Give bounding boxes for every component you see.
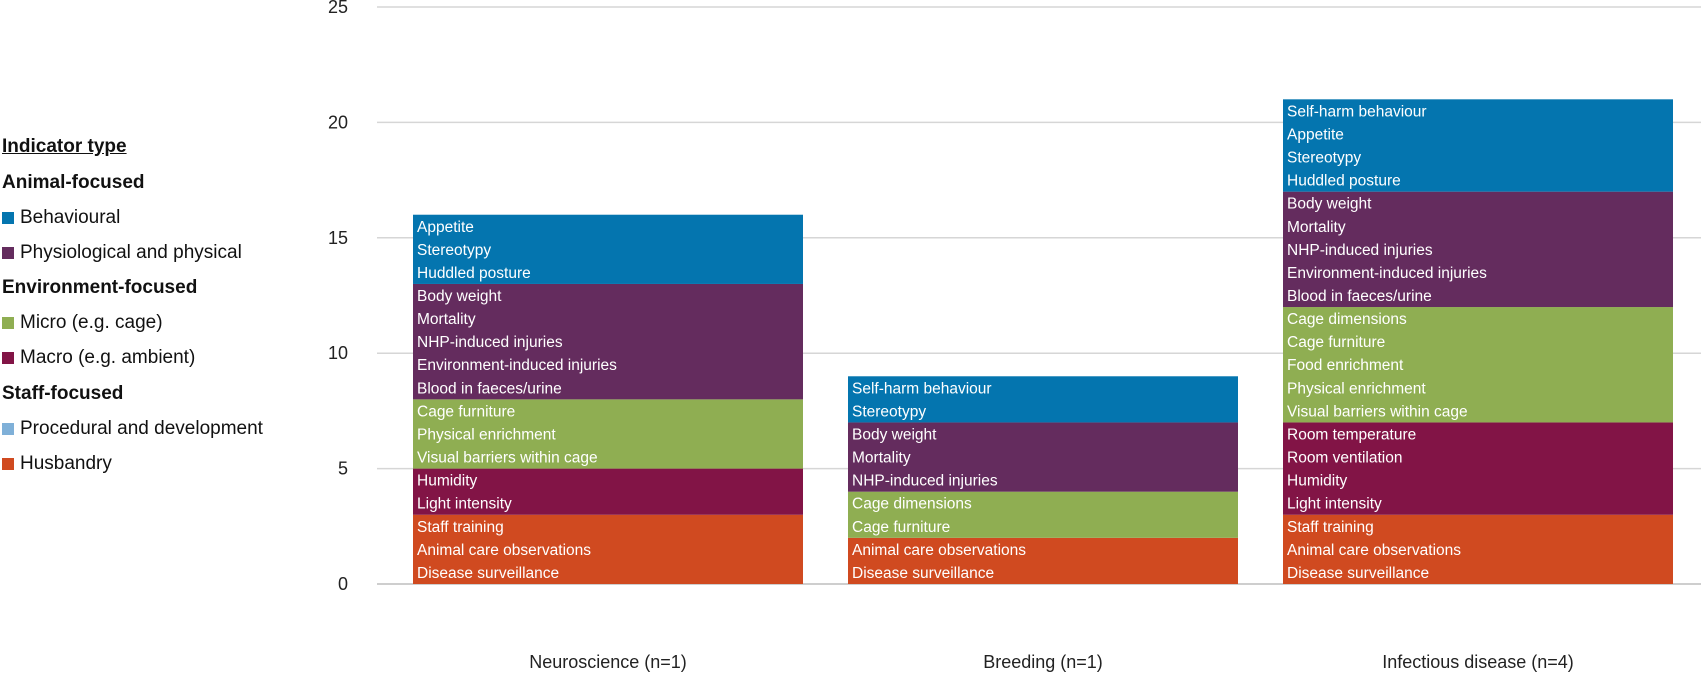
- bar-item-label: Cage dimensions: [1287, 311, 1407, 328]
- bar-item-label: Body weight: [417, 288, 502, 305]
- bar-segment: [848, 422, 1238, 492]
- bar-item-label: Self-harm behaviour: [1287, 103, 1427, 120]
- bar-item-label: Staff training: [417, 519, 504, 536]
- bar-item-label: Room ventilation: [1287, 450, 1402, 467]
- bar-item-label: Visual barriers within cage: [1287, 403, 1468, 420]
- bar-segment: [413, 214, 803, 284]
- bar-item-label: Light intensity: [1287, 496, 1382, 513]
- bar-segment: [1283, 99, 1673, 192]
- y-tick-label: 10: [328, 343, 348, 363]
- y-tick-label: 5: [338, 459, 348, 479]
- bar-item-label: Humidity: [1287, 473, 1348, 490]
- bar-item-label: Blood in faeces/urine: [417, 380, 562, 397]
- legend-swatch-behavioural: [2, 212, 14, 224]
- legend-group-environment-focused: Environment-focused: [2, 277, 198, 298]
- bar-item-label: Stereotypy: [852, 403, 926, 420]
- bar-segment: [1283, 191, 1673, 308]
- bar-segment: [1283, 422, 1673, 515]
- legend-item-procedural: Procedural and development: [2, 418, 263, 440]
- bar-item-label: Animal care observations: [417, 542, 591, 559]
- bar-item-label: NHP-induced injuries: [1287, 242, 1433, 259]
- legend-item-macro: Macro (e.g. ambient): [2, 347, 195, 369]
- y-tick-label: 25: [328, 0, 348, 17]
- legend-label-husbandry: Husbandry: [20, 453, 112, 474]
- bar-segment: [848, 537, 1238, 584]
- bar-item-label: Blood in faeces/urine: [1287, 288, 1432, 305]
- legend-label-macro: Macro (e.g. ambient): [20, 347, 196, 368]
- bar-item-label: Cage furniture: [852, 519, 950, 536]
- bar-segment: [1283, 307, 1673, 423]
- bar-item-label: Mortality: [852, 450, 911, 467]
- bar-item-label: Light intensity: [417, 496, 512, 513]
- x-category-label: Neuroscience (n=1): [529, 652, 687, 672]
- legend-item-husbandry: Husbandry: [2, 453, 112, 475]
- bar-item-label: Cage furniture: [1287, 334, 1385, 351]
- bar-item-label: NHP-induced injuries: [417, 334, 563, 351]
- bar-segment: [413, 399, 803, 469]
- bar-item-label: Visual barriers within cage: [417, 450, 598, 467]
- legend-swatch-physiological: [2, 247, 14, 259]
- bar-item-label: Staff training: [1287, 519, 1374, 536]
- bar-item-label: Stereotypy: [417, 242, 491, 259]
- bar-item-label: Cage furniture: [417, 403, 515, 420]
- bar-item-label: Self-harm behaviour: [852, 380, 992, 397]
- bar-item-label: Animal care observations: [852, 542, 1026, 559]
- bar-item-label: Huddled posture: [1287, 173, 1401, 190]
- bar-item-label: Disease surveillance: [1287, 565, 1429, 582]
- y-tick-label: 0: [338, 574, 348, 594]
- bar-segment: [413, 468, 803, 515]
- bar-item-label: Physical enrichment: [1287, 380, 1426, 397]
- legend-label-micro: Micro (e.g. cage): [20, 312, 163, 333]
- bar-item-label: Stereotypy: [1287, 150, 1361, 167]
- x-category-label: Infectious disease (n=4): [1382, 652, 1574, 672]
- bar-item-label: Humidity: [417, 473, 478, 490]
- bar-item-label: Disease surveillance: [852, 565, 994, 582]
- legend-swatch-husbandry: [2, 458, 14, 470]
- legend-label-behavioural: Behavioural: [20, 207, 121, 228]
- bar-segment: [1283, 514, 1673, 584]
- legend-item-physiological: Physiological and physical: [2, 242, 242, 264]
- x-category-label: Breeding (n=1): [983, 652, 1103, 672]
- bar-item-label: Room temperature: [1287, 426, 1416, 443]
- legend-swatch-micro: [2, 317, 14, 329]
- bar-item-label: Body weight: [852, 426, 937, 443]
- bar-segment: [848, 376, 1238, 423]
- y-tick-label: 20: [328, 112, 348, 132]
- bar-item-label: Food enrichment: [1287, 357, 1404, 374]
- bar-item-label: Appetite: [1287, 126, 1344, 143]
- bar-item-label: Cage dimensions: [852, 496, 972, 513]
- bar-item-label: Body weight: [1287, 196, 1372, 213]
- legend-item-micro: Micro (e.g. cage): [2, 312, 163, 334]
- legend-swatch-macro: [2, 352, 14, 364]
- bar-item-label: Mortality: [1287, 219, 1346, 236]
- bar-item-label: Disease surveillance: [417, 565, 559, 582]
- bar-item-label: Environment-induced injuries: [1287, 265, 1487, 282]
- legend-swatch-procedural: [2, 423, 14, 435]
- bar-item-label: Appetite: [417, 219, 474, 236]
- bar-item-label: Animal care observations: [1287, 542, 1461, 559]
- legend: Indicator type Animal-focused Behavioura…: [0, 0, 320, 675]
- bar-item-label: Environment-induced injuries: [417, 357, 617, 374]
- bar-segment: [848, 491, 1238, 538]
- bar-segment: [413, 514, 803, 584]
- legend-group-staff-focused: Staff-focused: [2, 383, 124, 404]
- y-tick-label: 15: [328, 228, 348, 248]
- bar-segment: [413, 283, 803, 400]
- legend-item-behavioural: Behavioural: [2, 207, 120, 229]
- bar-item-label: Huddled posture: [417, 265, 531, 282]
- legend-label-physiological: Physiological and physical: [20, 242, 242, 263]
- legend-title: Indicator type: [2, 136, 127, 157]
- legend-group-animal-focused: Animal-focused: [2, 172, 145, 193]
- legend-label-procedural: Procedural and development: [20, 418, 263, 439]
- bar-item-label: Mortality: [417, 311, 476, 328]
- bar-item-label: Physical enrichment: [417, 426, 556, 443]
- bar-item-label: NHP-induced injuries: [852, 473, 998, 490]
